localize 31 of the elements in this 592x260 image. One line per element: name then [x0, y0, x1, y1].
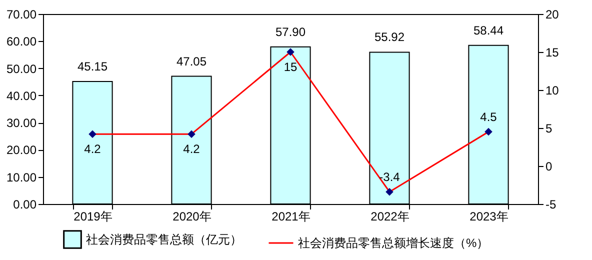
data-label: -3.4 [379, 170, 400, 184]
y-tick-label: 50.00 [6, 62, 37, 76]
data-label: 4.5 [480, 110, 498, 124]
data-label: 4.2 [183, 142, 200, 156]
y2-tick-label: 10 [546, 84, 560, 98]
y-tick-label: 30.00 [6, 116, 37, 130]
y2-tick-label: -5 [546, 198, 556, 212]
x-tick-label: 2021年 [272, 210, 310, 224]
y-tick-label: 10.00 [6, 170, 37, 184]
y-tick-label: 40.00 [6, 88, 37, 103]
y-tick-label: 60.00 [6, 34, 37, 49]
data-label: 57.90 [275, 24, 306, 39]
x-tick-label: 2020年 [172, 210, 212, 224]
legend-label: 社会消费品零售总额（亿元） [86, 232, 242, 246]
y-tick-label: 20.00 [6, 143, 37, 158]
y2-tick-label: 20 [546, 8, 560, 22]
y-tick-label: 0.00 [13, 198, 37, 212]
y2-tick-label: 15 [546, 46, 560, 60]
data-label: 45.15 [77, 59, 108, 74]
data-label: 47.05 [176, 54, 207, 68]
y2-tick-label: 5 [546, 122, 552, 136]
data-label: 58.44 [473, 23, 504, 38]
x-tick-label: 2022年 [370, 210, 410, 224]
y-tick-label: 70.00 [6, 8, 37, 22]
data-label: 15 [284, 60, 298, 74]
y2-tick-label: 0 [546, 160, 552, 174]
data-label: 4.2 [84, 142, 102, 156]
data-label: 55.92 [374, 30, 405, 44]
legend-label: 社会消费品零售总额增长速度（%） [298, 236, 489, 250]
x-tick-label: 2019年 [74, 210, 112, 224]
x-tick-label: 2023年 [470, 210, 508, 224]
